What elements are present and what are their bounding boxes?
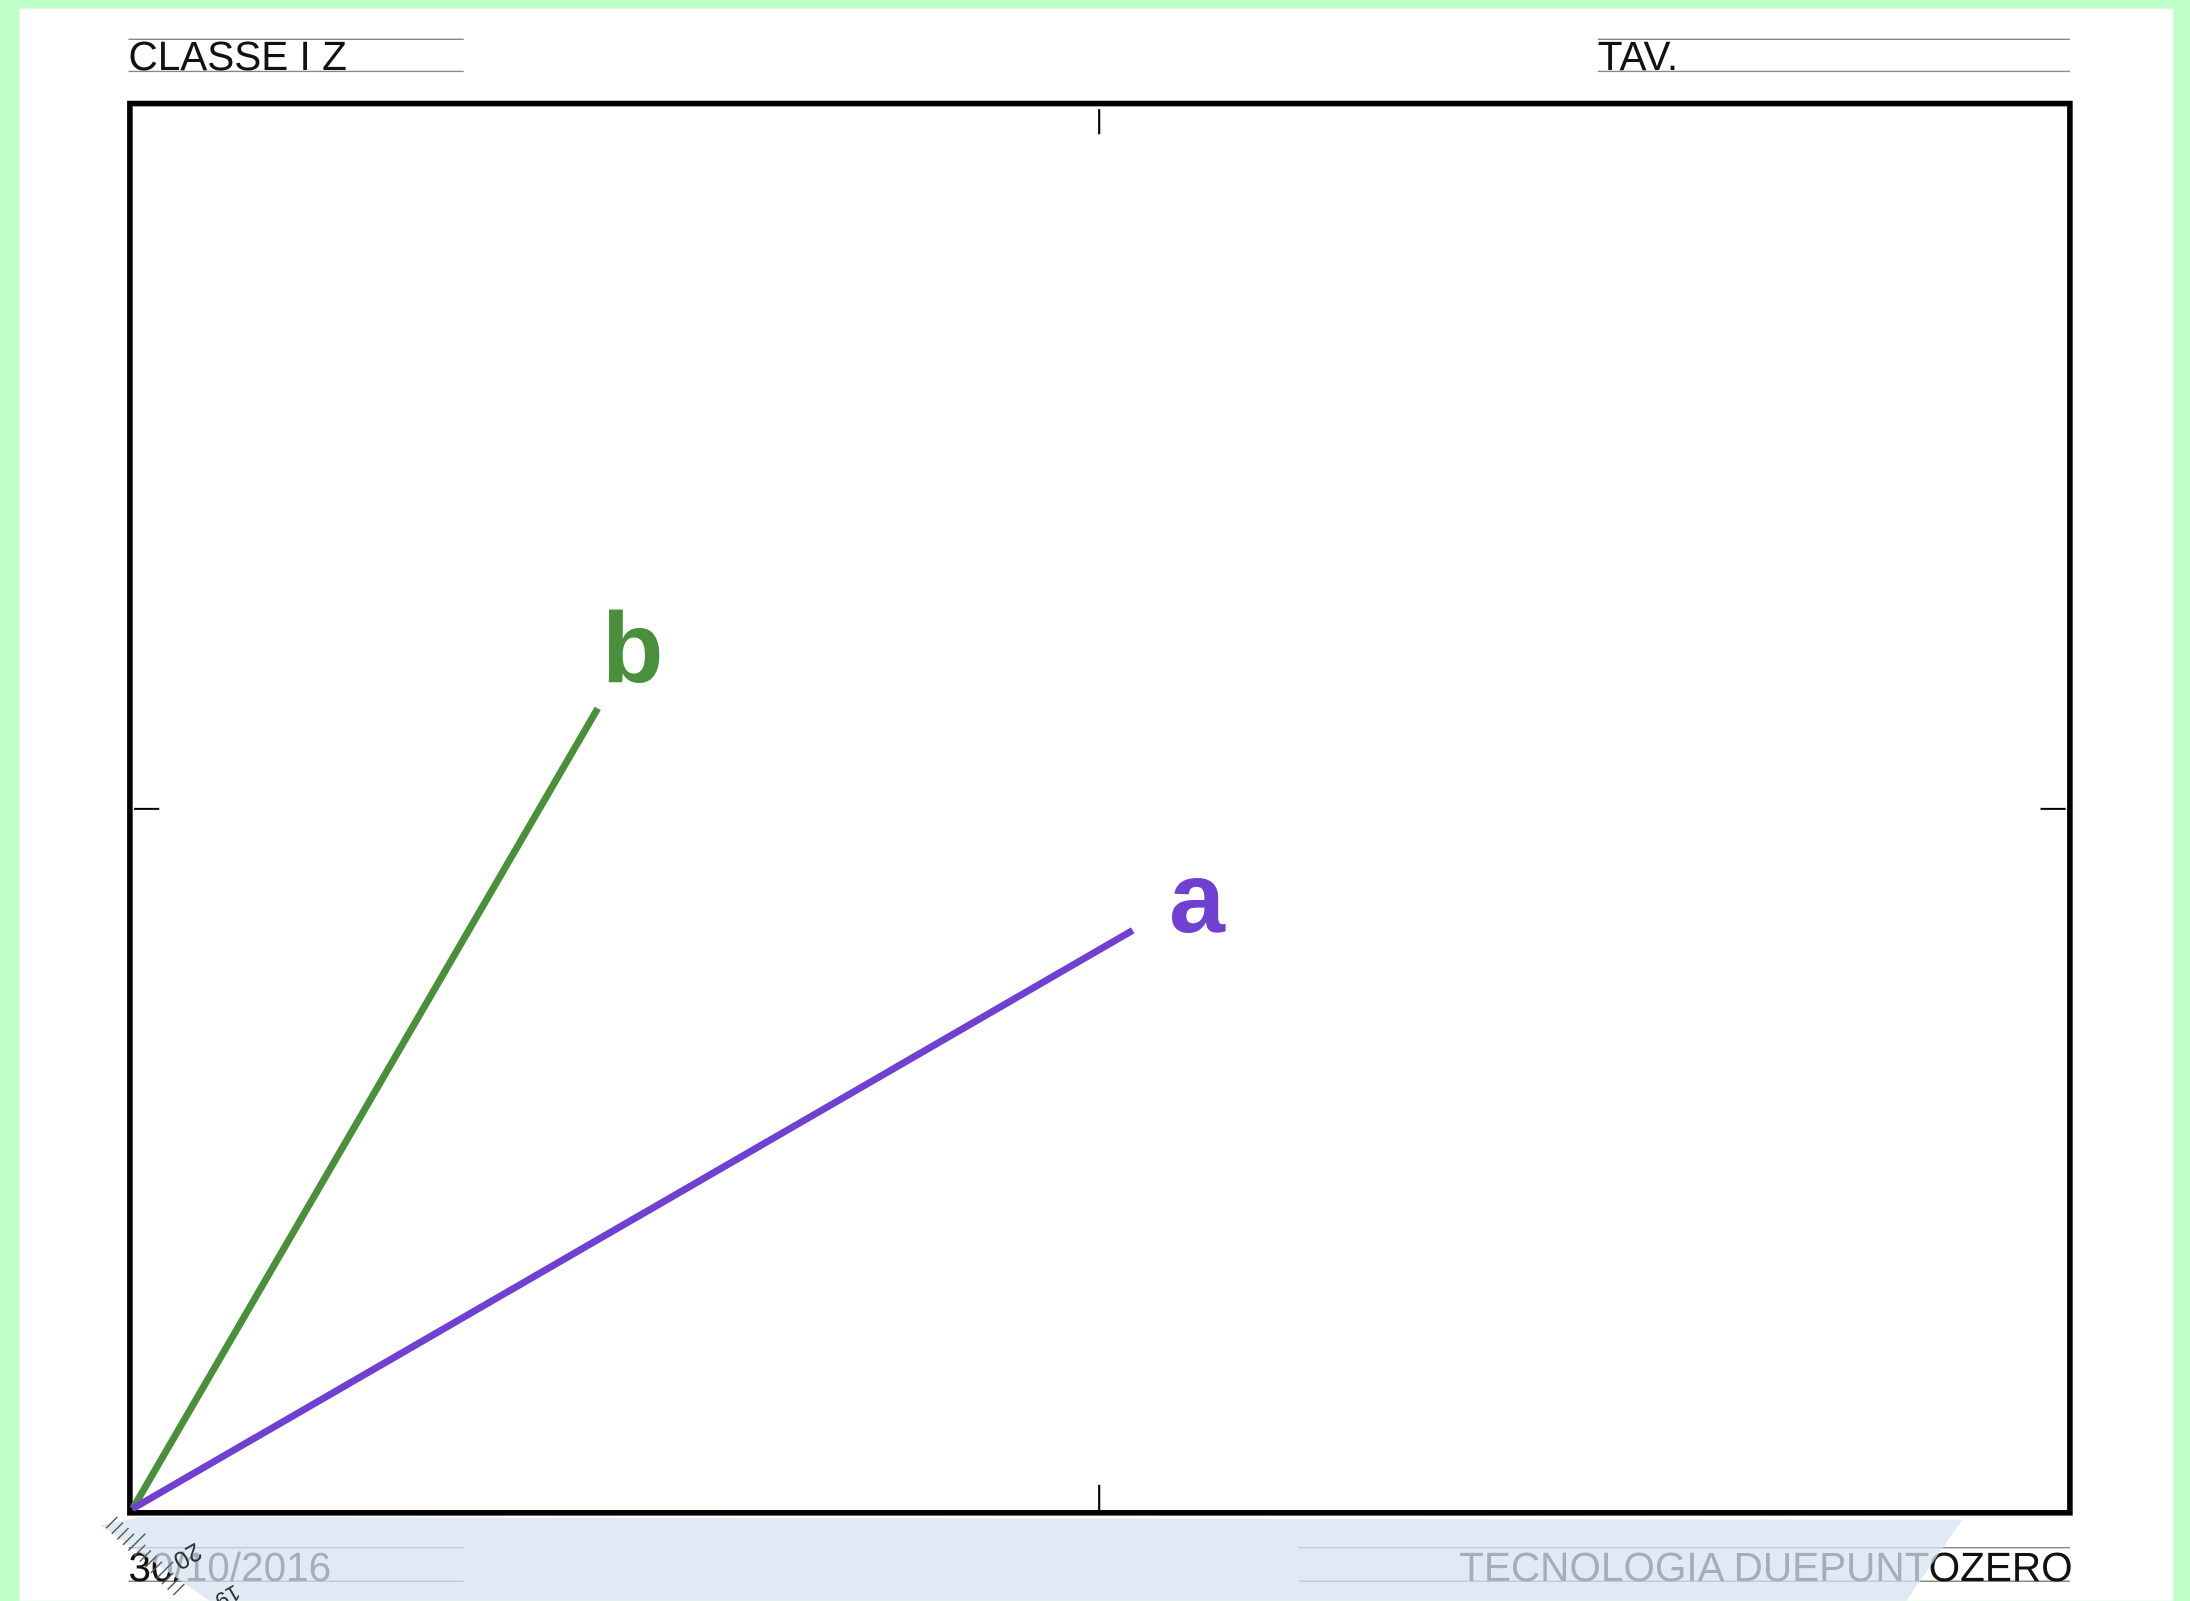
segment-a — [130, 927, 1135, 1512]
segment-label: a — [1169, 842, 1226, 954]
paper — [19, 8, 2174, 1601]
class-label: CLASSE I Z — [128, 33, 346, 79]
sheet-label: TAV. — [1598, 33, 1678, 79]
segment-b — [129, 706, 601, 1511]
ruler-ticks — [105, 1516, 185, 1596]
frame — [127, 100, 2073, 1516]
segment-label: b — [602, 592, 663, 704]
ruler — [100, 1516, 1963, 1601]
